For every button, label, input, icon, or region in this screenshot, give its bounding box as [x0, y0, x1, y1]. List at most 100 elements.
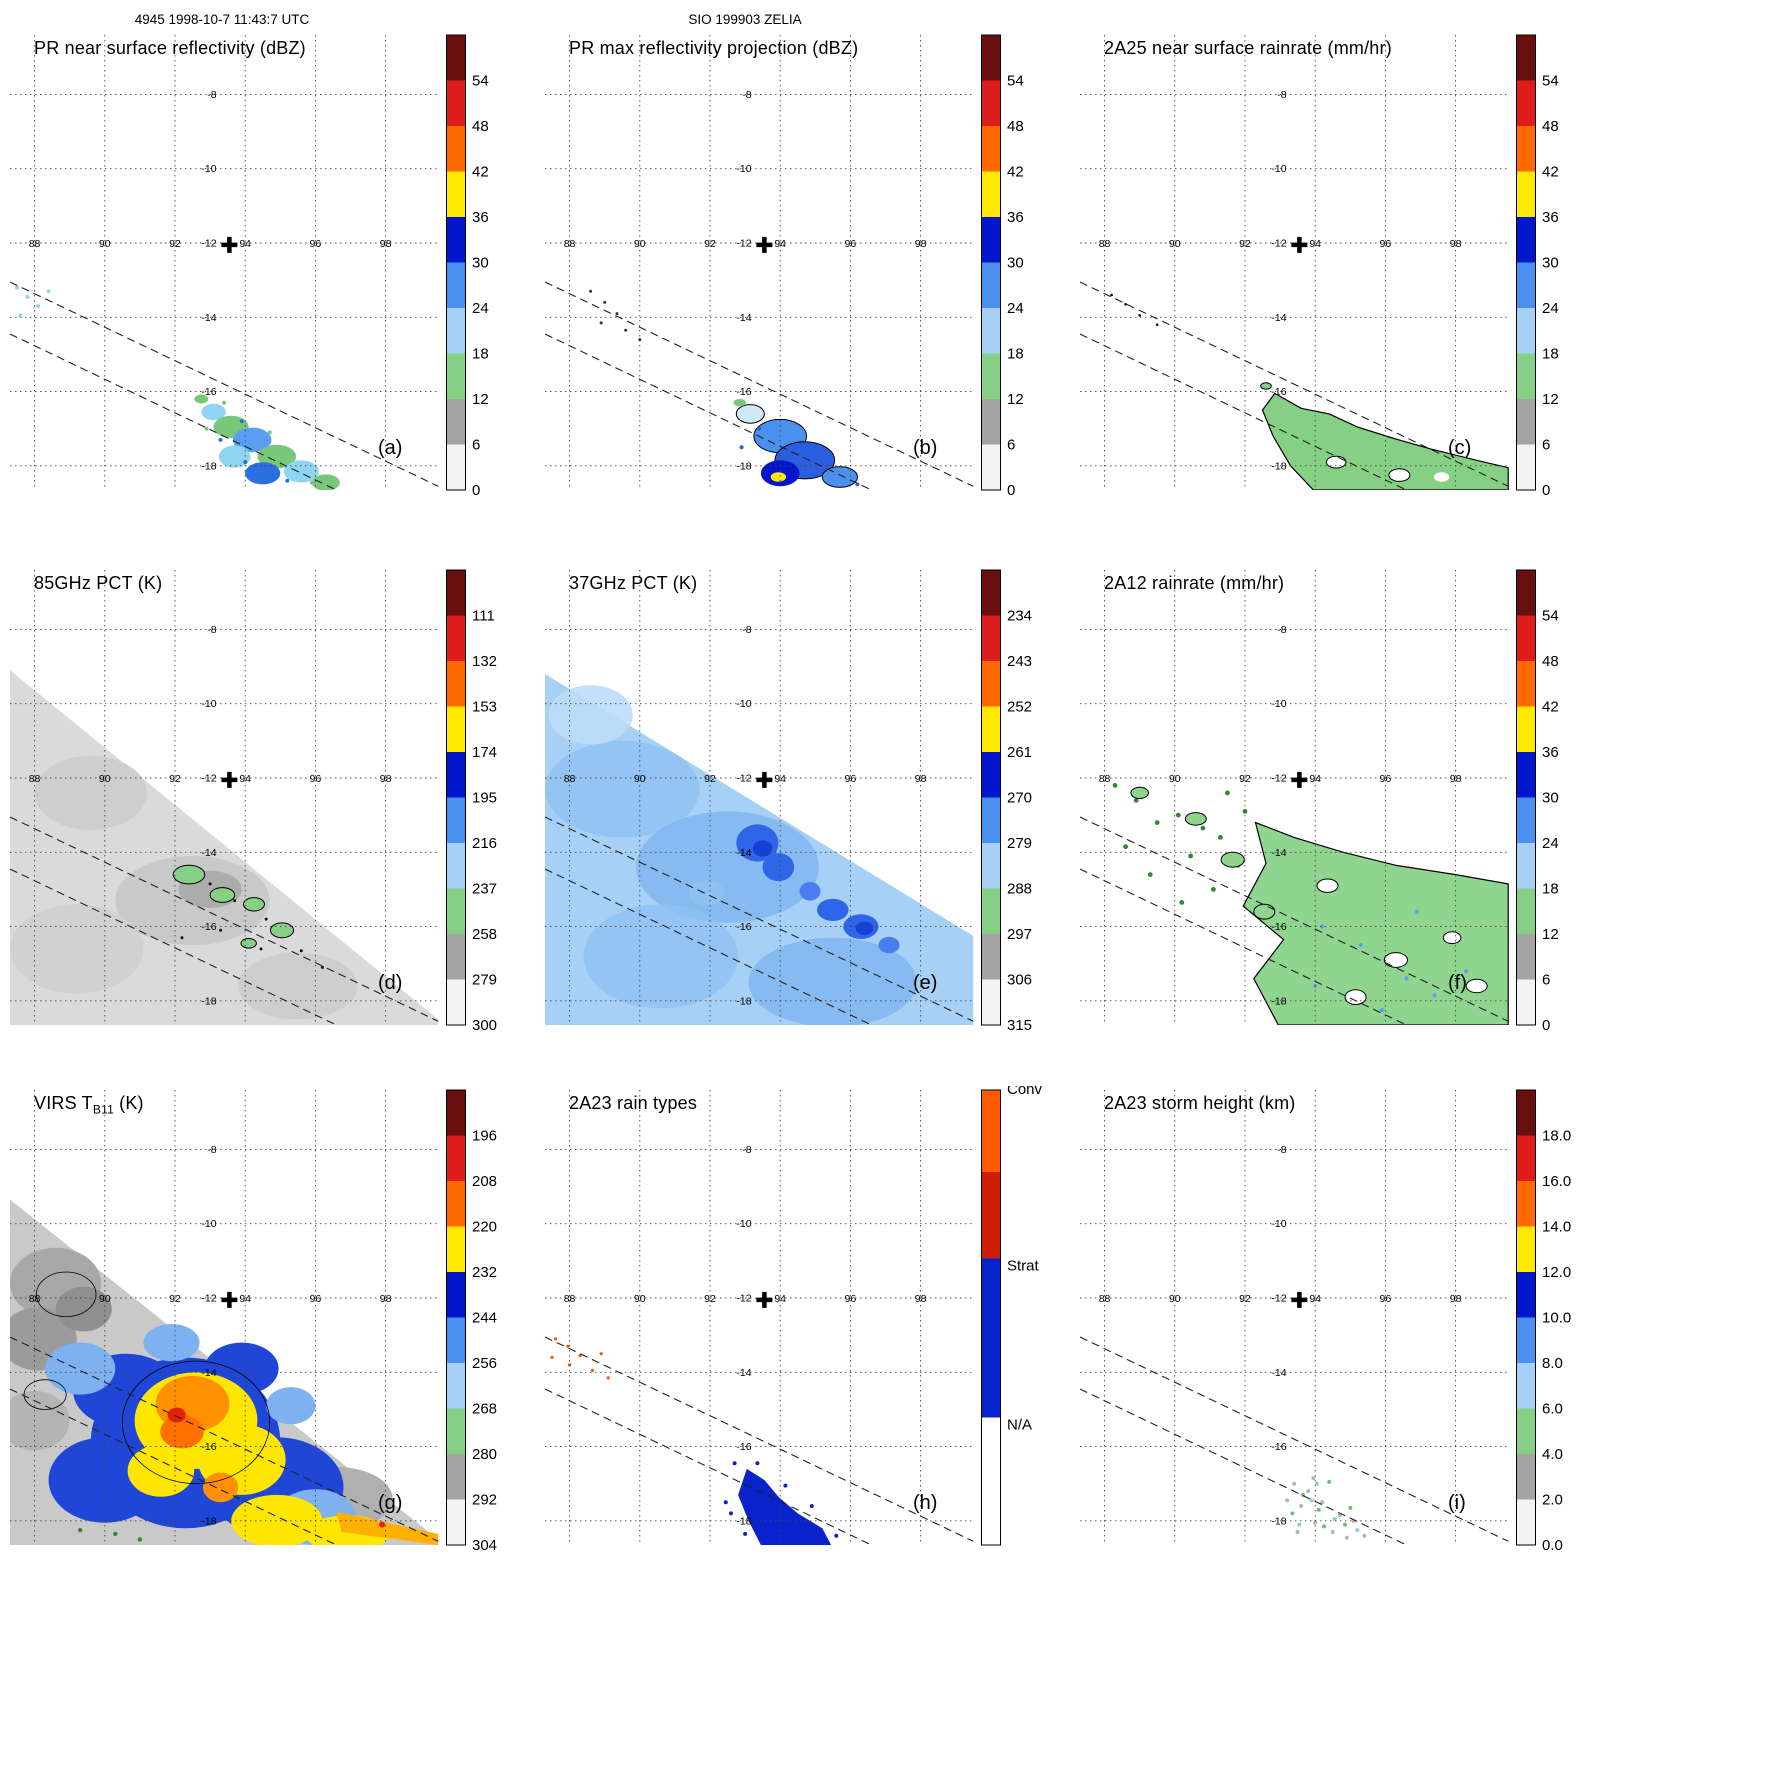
- colorbar-tick-label: 10.0: [1542, 1310, 1571, 1327]
- colorbar-tick-label: 0: [472, 482, 480, 499]
- lon-tick-label: 96: [310, 773, 322, 785]
- panel-title-text: PR max reflectivity projection (dBZ): [569, 38, 859, 58]
- colorbar-tick-label: 42: [472, 164, 489, 181]
- lon-tick-label: 90: [1169, 773, 1181, 785]
- colorbar-tick-label: Conv: [1007, 1086, 1043, 1098]
- colorbar-tick-label: 220: [472, 1219, 497, 1236]
- storm-center-marker: [756, 1291, 773, 1308]
- panel-title: VIRS TB11 (K): [34, 1093, 144, 1117]
- lat-tick-label: -14: [736, 847, 751, 859]
- lat-tick-label: -14: [1271, 1367, 1286, 1379]
- colorbar-tick-label: 6: [472, 437, 480, 454]
- panel-title: 2A23 storm height (km): [1104, 1093, 1295, 1117]
- panel-title-text: 2A23 storm height (km): [1104, 1093, 1296, 1113]
- lat-tick-label: -10: [201, 163, 216, 175]
- lon-tick-label: 94: [239, 773, 251, 785]
- lat-tick-label: -12: [1271, 773, 1286, 785]
- lon-tick-label: 90: [634, 1293, 646, 1305]
- colorbar-rain-types: Conv Strat N/A: [981, 1086, 1043, 1546]
- colorbar-rainrate: 54 48 42 36 30 24 18 12 6 0: [1516, 569, 1559, 1034]
- swath-edge-line: [545, 281, 974, 487]
- panel-letter: (c): [1448, 437, 1472, 459]
- swath-edge-line: [545, 333, 872, 490]
- swath-edge-line: [1080, 281, 1509, 487]
- map-layers: 88 90 92 94 96 98 -8 -10 -12 -14 -16 -18: [10, 35, 440, 490]
- colorbar-tick-label: 270: [1007, 790, 1032, 807]
- lat-tick-label: -18: [201, 1515, 216, 1527]
- colorbar-tick-label: 18: [1542, 346, 1559, 363]
- map-layers: 88 90 92 94 96 98 -8 -10 -12 -14 -16 -18: [545, 570, 975, 1025]
- colorbar-tick-label: Strat: [1007, 1257, 1040, 1274]
- lat-tick-label: -14: [1271, 847, 1286, 859]
- lat-tick-label: -14: [201, 847, 216, 859]
- lat-tick-label: -12: [736, 1293, 751, 1305]
- map-layers: 88 90 92 94 96 98 -8 -10 -12 -14 -16 -18: [10, 570, 440, 1025]
- lon-tick-label: 92: [169, 238, 181, 250]
- panel-title-text: 37GHz PCT (K): [569, 573, 698, 593]
- lat-tick-label: -14: [736, 312, 751, 324]
- panel-letter: (g): [378, 1492, 403, 1514]
- lon-tick-label: 98: [915, 773, 927, 785]
- lon-tick-label: 90: [99, 238, 111, 250]
- colorbar-tick-label: 30: [1542, 255, 1559, 272]
- panel-title: 85GHz PCT (K): [34, 573, 162, 597]
- colorbar-tick-label: 174: [472, 744, 497, 761]
- lat-tick-label: -12: [201, 1293, 216, 1305]
- colorbar-tick-label: 30: [1542, 790, 1559, 807]
- swath-edge-line: [545, 1336, 974, 1542]
- lon-tick-label: 88: [1099, 238, 1111, 250]
- storm-center-marker: [221, 771, 238, 788]
- panel-f-2a12-rainrate: 88 90 92 94 96 98 -8 -10 -12 -14 -16 -18 2A12 rainr…: [1080, 569, 1610, 1048]
- colorbar-tick-label: 243: [1007, 653, 1032, 670]
- lon-tick-label: 88: [564, 773, 576, 785]
- colorbar-tick-label: 153: [472, 699, 497, 716]
- lon-tick-label: 98: [915, 1293, 927, 1305]
- colorbar-tick-label: 196: [472, 1128, 497, 1145]
- colorbar-tick-label: 297: [1007, 926, 1032, 943]
- colorbar-tick-label: 0: [1542, 1017, 1550, 1034]
- panel-title-text: 2A23 rain types: [569, 1093, 698, 1113]
- lon-tick-label: 92: [704, 1293, 716, 1305]
- swath-edge-line: [545, 1388, 872, 1545]
- colorbar-tick-label: 261: [1007, 744, 1032, 761]
- panel-letter: (b): [913, 437, 938, 459]
- lon-tick-label: 98: [380, 238, 392, 250]
- lat-tick-label: -10: [736, 163, 751, 175]
- colorbar-tick-label: 42: [1542, 164, 1559, 181]
- swath-edge-line: [1080, 816, 1509, 1022]
- panel-title-text: 2A12 rainrate (mm/hr): [1104, 573, 1285, 593]
- lon-tick-label: 88: [29, 238, 41, 250]
- panel-title: 2A12 rainrate (mm/hr): [1104, 573, 1284, 597]
- colorbar-tick-label: 0.0: [1542, 1537, 1563, 1554]
- panel-a-pr-near-surface-reflectivity: 88 90 92 94 96 98 -8 -10 -12 -14 -16 -18 PR near su…: [10, 34, 540, 513]
- lat-tick-label: -10: [1271, 163, 1286, 175]
- colorbar-tick-label: 18: [1542, 881, 1559, 898]
- colorbar-tick-label: 14.0: [1542, 1219, 1571, 1236]
- colorbar-tick-label: 256: [472, 1355, 497, 1372]
- colorbar-tick-label: 304: [472, 1537, 497, 1554]
- colorbar-tick-label: 6: [1542, 972, 1550, 989]
- lat-tick-label: -14: [201, 1367, 216, 1379]
- colorbar-tick-label: 12: [1542, 391, 1559, 408]
- panel-g-virs-tb11: 88 90 92 94 96 98 -8 -10 -12 -14 -16 -18 VIRS TB11 …: [10, 1089, 540, 1568]
- colorbar-tick-label: 216: [472, 835, 497, 852]
- colorbar-tick-label: 12: [1007, 391, 1024, 408]
- storm-center-marker: [1291, 1291, 1308, 1308]
- lon-tick-label: 94: [239, 1293, 251, 1305]
- colorbar-tick-label: 300: [472, 1017, 497, 1034]
- lon-tick-label: 88: [1099, 1293, 1111, 1305]
- lat-tick-label: -14: [201, 312, 216, 324]
- lat-tick-label: -14: [1271, 312, 1286, 324]
- lat-tick-label: -8: [1277, 1144, 1286, 1156]
- colorbar-tick-label: 8.0: [1542, 1355, 1563, 1372]
- panel-i-2a23-storm-height: 88 90 92 94 96 98 -8 -10 -12 -14 -16 -18 2A23 storm…: [1080, 1089, 1610, 1568]
- lon-tick-label: 96: [1380, 238, 1392, 250]
- colorbar-tick-label: 48: [472, 118, 489, 135]
- storm-center-marker: [221, 1291, 238, 1308]
- colorbar-tick-label: 268: [472, 1401, 497, 1418]
- lat-tick-label: -10: [736, 698, 751, 710]
- map-37ghz-pct: 88 90 92 94 96 98 -8 -10 -12 -14 -16 -18: [545, 570, 975, 1025]
- map-2a25-near-surface-rainrate: 88 90 92 94 96 98 -8 -10 -12 -14 -16 -18: [1080, 35, 1510, 490]
- lon-tick-label: 94: [774, 1293, 786, 1305]
- lat-tick-label: -8: [1277, 624, 1286, 636]
